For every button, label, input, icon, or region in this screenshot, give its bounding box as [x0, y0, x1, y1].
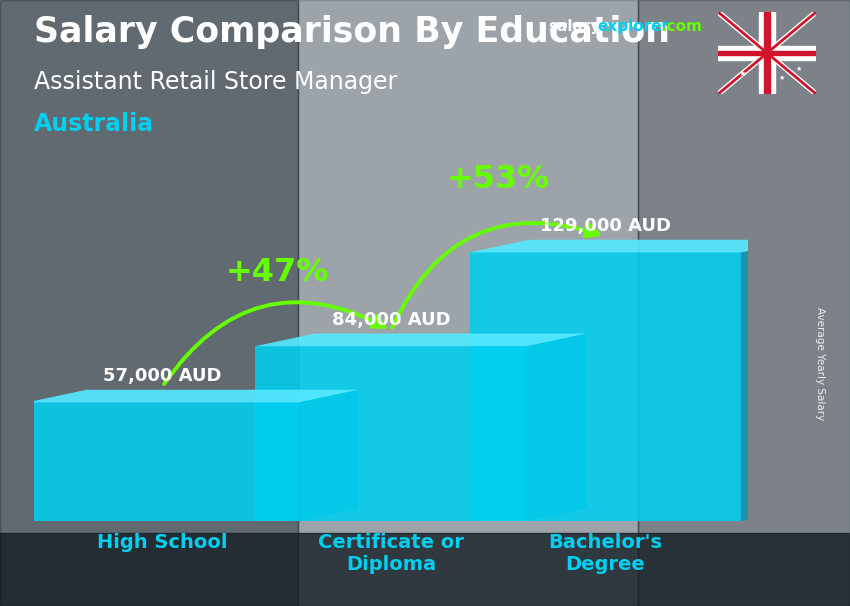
Text: Average Yearly Salary: Average Yearly Salary [815, 307, 825, 420]
Text: +47%: +47% [225, 258, 328, 288]
Polygon shape [27, 402, 298, 521]
Polygon shape [527, 333, 586, 521]
Text: ★: ★ [803, 46, 809, 52]
Polygon shape [27, 390, 358, 402]
Polygon shape [298, 390, 358, 521]
Polygon shape [469, 253, 741, 521]
Polygon shape [469, 240, 801, 253]
Text: Certificate or
Diploma: Certificate or Diploma [318, 533, 464, 574]
Bar [638, 0, 850, 606]
Text: .com: .com [661, 19, 702, 35]
Text: explorer: explorer [598, 19, 670, 35]
Text: Salary Comparison By Education: Salary Comparison By Education [34, 15, 670, 49]
Bar [718, 50, 816, 56]
Bar [0, 0, 298, 606]
Text: salary: salary [548, 19, 601, 35]
Bar [298, 0, 638, 606]
Text: ★: ★ [796, 67, 802, 72]
Bar [759, 12, 775, 94]
Bar [718, 47, 816, 59]
Text: High School: High School [97, 533, 228, 552]
Text: +53%: +53% [446, 164, 550, 195]
Polygon shape [741, 240, 801, 521]
Bar [764, 12, 770, 94]
Text: Assistant Retail Store Manager: Assistant Retail Store Manager [34, 70, 397, 94]
Text: ★: ★ [779, 75, 785, 81]
Polygon shape [255, 333, 586, 346]
Text: 84,000 AUD: 84,000 AUD [332, 310, 450, 328]
Bar [0, 533, 850, 606]
Text: 129,000 AUD: 129,000 AUD [540, 217, 671, 235]
Text: 57,000 AUD: 57,000 AUD [103, 367, 222, 385]
Text: Bachelor's
Degree: Bachelor's Degree [548, 533, 662, 574]
Text: ★: ★ [789, 46, 795, 52]
Polygon shape [255, 346, 527, 521]
Text: ★: ★ [739, 69, 746, 78]
Text: Australia: Australia [34, 112, 154, 136]
